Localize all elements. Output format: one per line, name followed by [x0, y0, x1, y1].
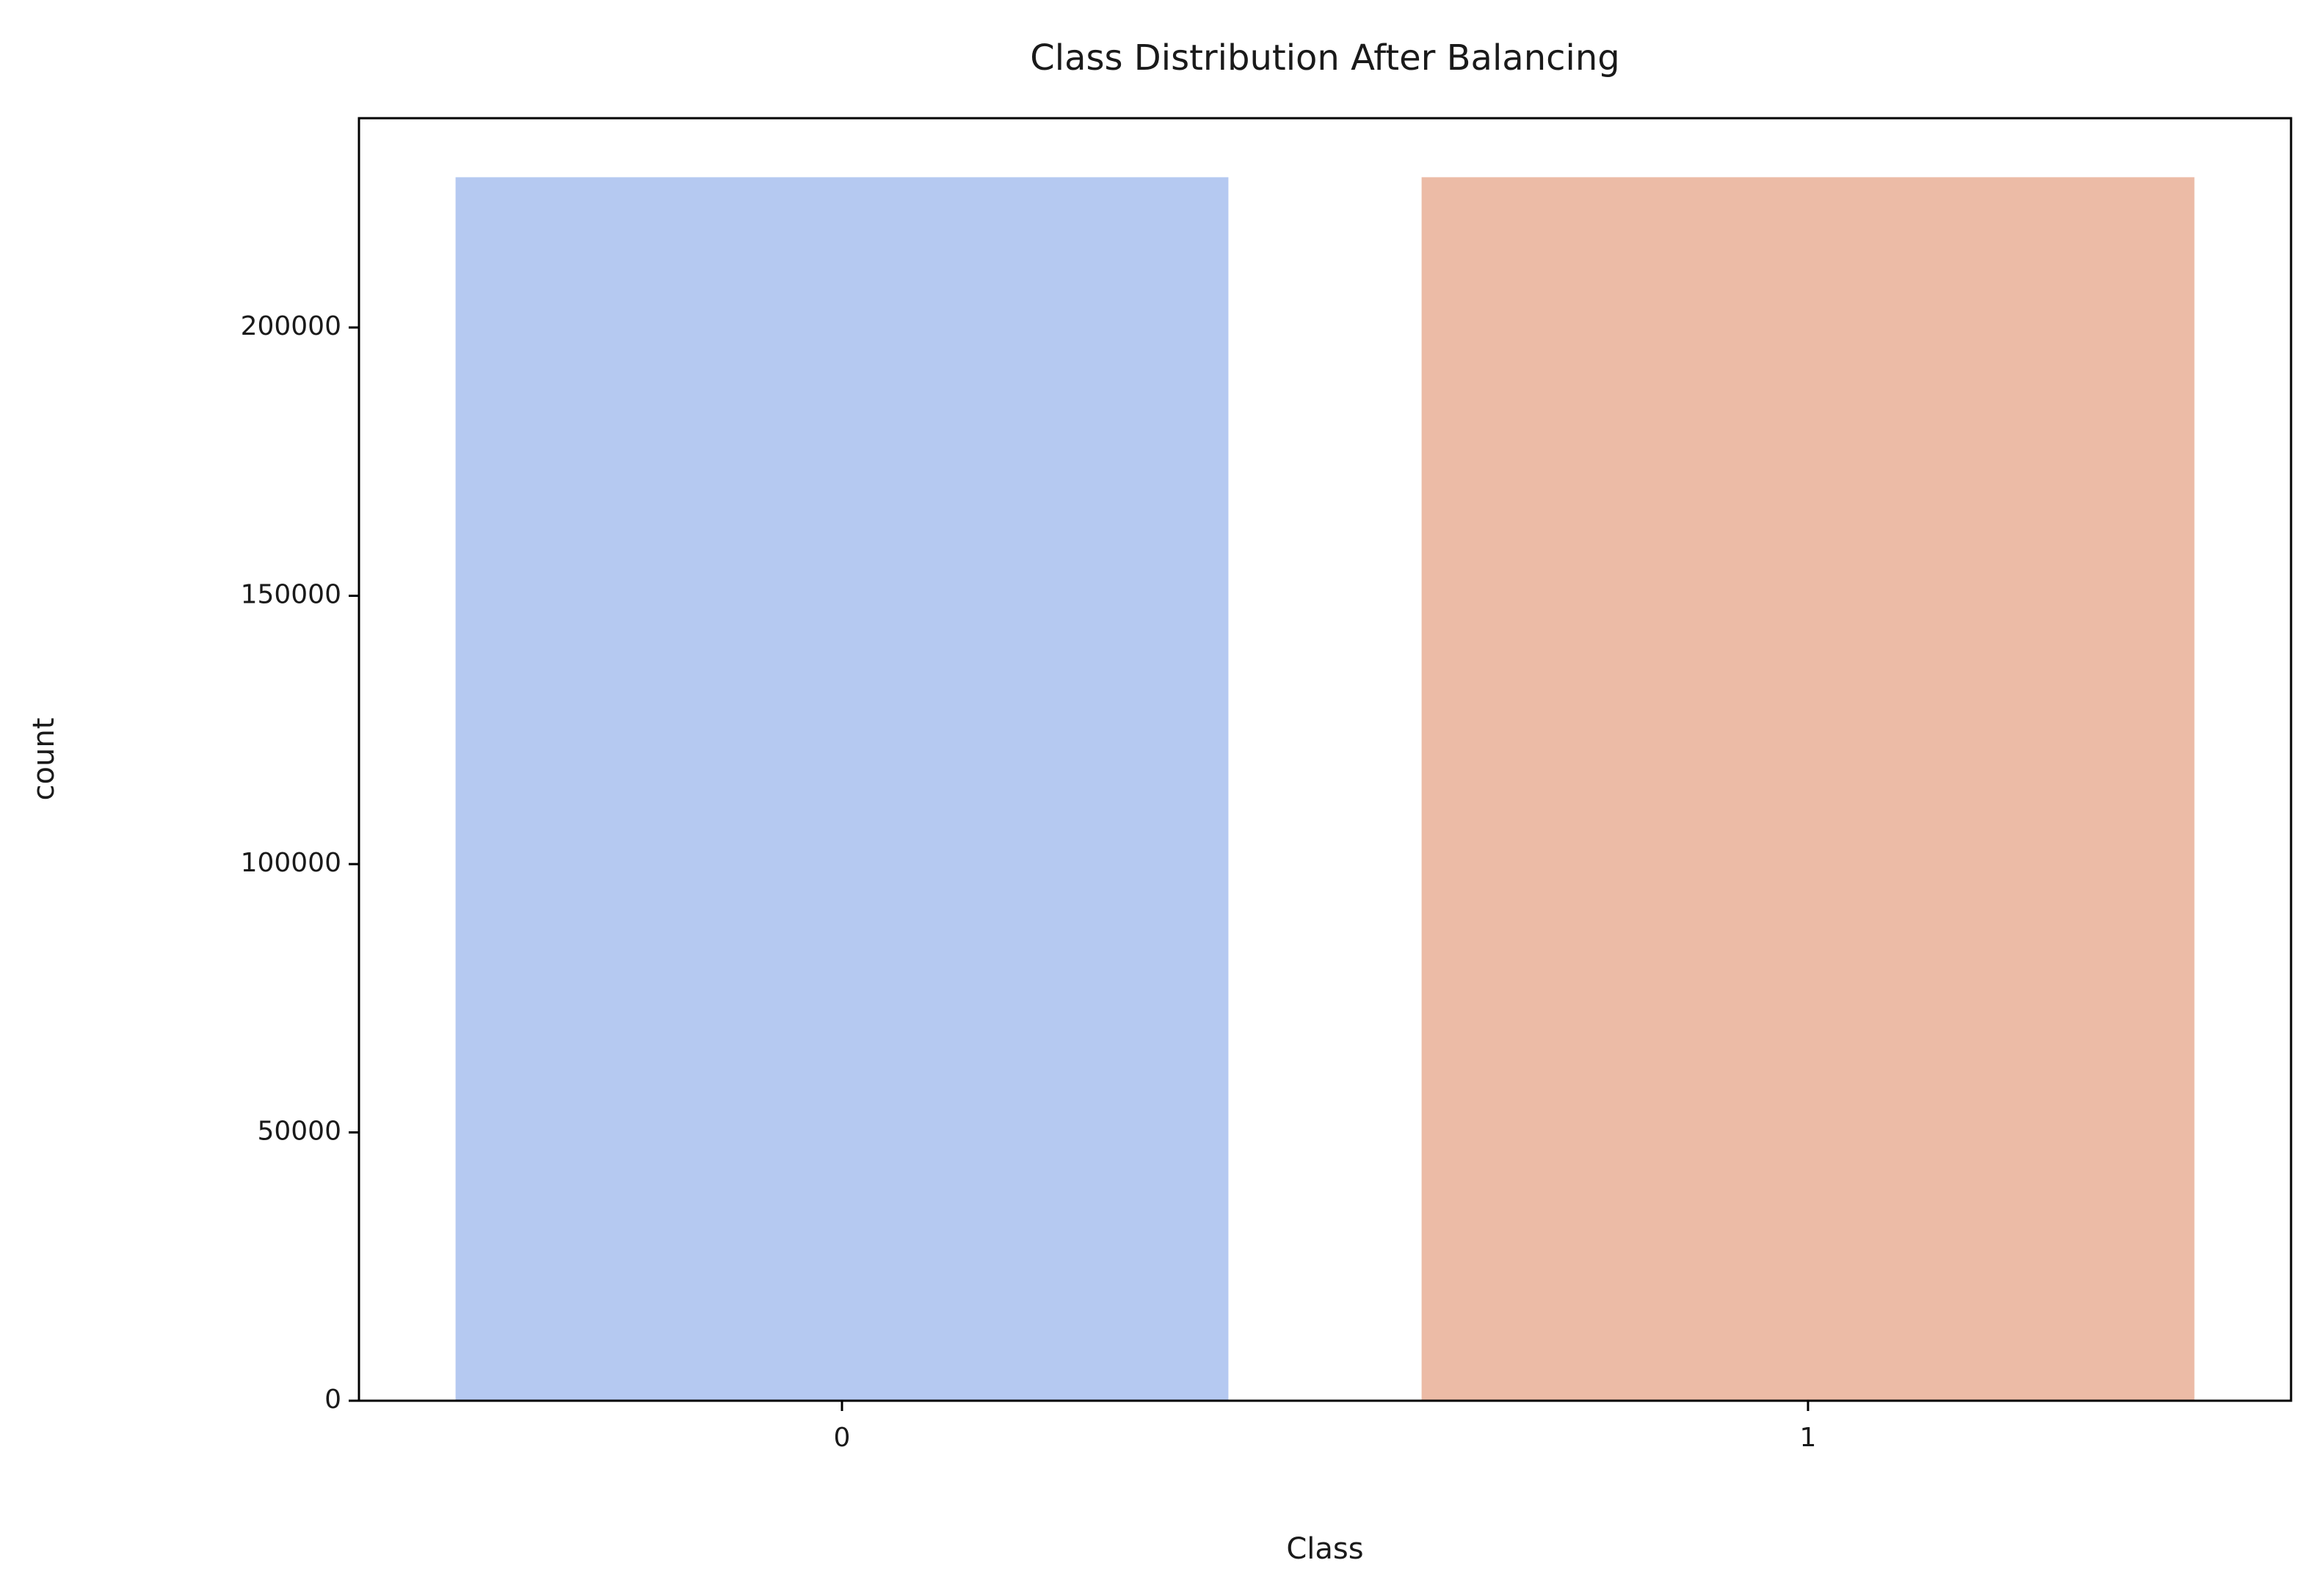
y-tick-label: 100000	[241, 848, 341, 878]
y-tick-label: 150000	[241, 580, 341, 610]
x-tick-label: 0	[834, 1423, 851, 1453]
x-tick-label: 1	[1800, 1423, 1817, 1453]
y-axis-label: count	[27, 718, 61, 801]
y-tick-label: 200000	[241, 311, 341, 341]
bar	[1421, 177, 2195, 1401]
axes-frame	[357, 117, 2293, 1402]
y-tick-label: 0	[324, 1385, 341, 1415]
chart-title: Class Distribution After Balancing	[1030, 37, 1619, 79]
y-tick-label: 50000	[257, 1117, 341, 1147]
bar	[455, 177, 1229, 1401]
x-axis-label: Class	[1286, 1532, 1363, 1566]
